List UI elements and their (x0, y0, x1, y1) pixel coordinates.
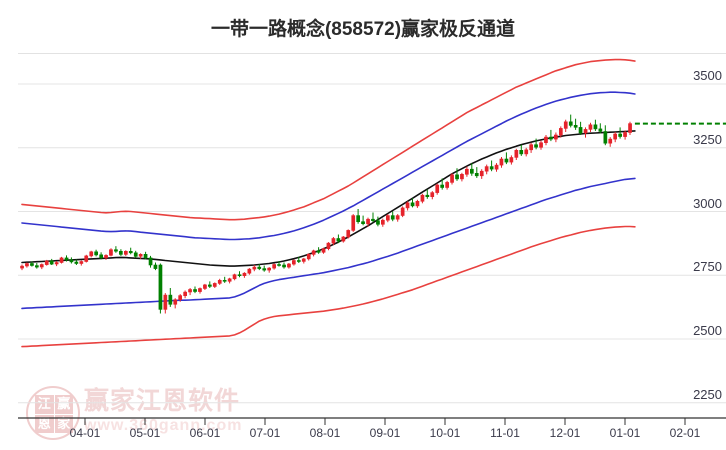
x-axis-tick-label: 04-01 (69, 426, 101, 440)
y-axis-tick-label: 3000 (693, 195, 722, 211)
gridlines (18, 83, 726, 404)
y-axis-tick-label: 2250 (693, 386, 722, 402)
seal-char: 江 (35, 395, 54, 414)
y-axis-tick-label: 2750 (693, 259, 722, 275)
x-axis-tick-label: 01-01 (609, 426, 641, 440)
page-title: 一带一路概念(858572)赢家极反通道 (210, 19, 516, 40)
x-axis-tick-label: 10-01 (429, 426, 461, 440)
channel-bands (21, 58, 636, 348)
x-axis-tick-label: 09-01 (369, 426, 401, 440)
x-axis-tick-label: 05-01 (129, 426, 161, 440)
x-axis-tick-label: 12-01 (549, 426, 581, 440)
seal-char: 家 (54, 414, 73, 433)
x-axis-tick-label: 07-01 (249, 426, 281, 440)
y-axis-tick-label: 3250 (693, 131, 722, 147)
x-axis-tick-label: 11-01 (490, 426, 520, 440)
axes (18, 417, 726, 425)
x-axis-tick-label: 08-01 (309, 426, 341, 440)
watermark-brand: 赢家江恩软件 (84, 387, 241, 415)
y-axis-tick-label: 3500 (693, 68, 722, 84)
y-axis-tick-label: 2500 (693, 322, 722, 338)
seal-grid: 江 赢 恩 家 (35, 395, 73, 433)
x-axis-tick-label: 06-01 (189, 426, 221, 440)
seal-char: 恩 (35, 414, 54, 433)
x-axis-tick-label: 02-01 (669, 426, 701, 440)
title-divider (18, 53, 726, 54)
candlestick-series (20, 114, 632, 314)
watermark-seal-icon: 江 赢 恩 家 (26, 386, 80, 440)
seal-char: 赢 (54, 395, 73, 414)
watermark-url: www.360gann.com (84, 417, 243, 434)
